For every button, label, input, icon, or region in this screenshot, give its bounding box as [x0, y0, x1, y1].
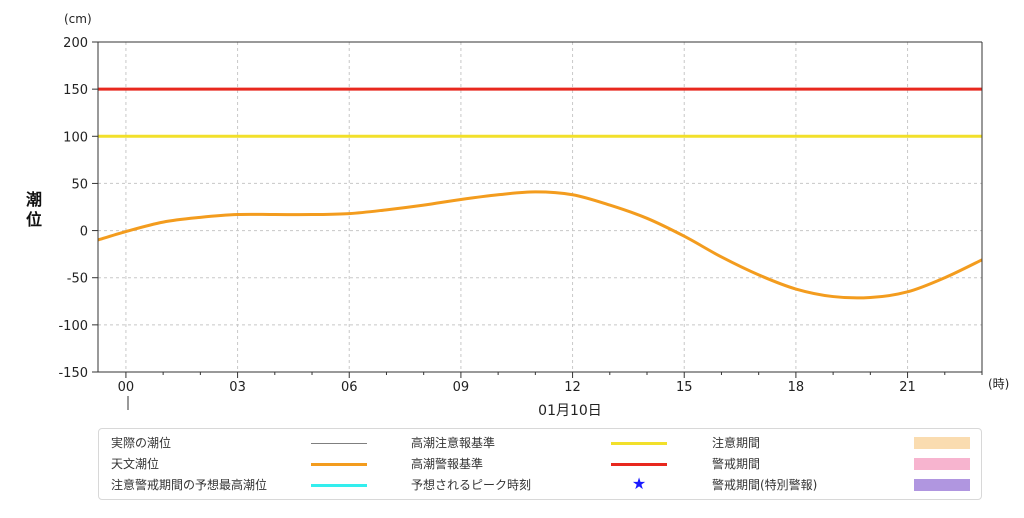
legend-label: 高潮注意報基準	[411, 436, 496, 450]
x-tick-label: 06	[341, 380, 358, 395]
reference-lines	[97, 87, 982, 138]
legend-item: 警戒期間(特別警報)	[99, 476, 981, 494]
legend-line-swatch	[311, 463, 367, 466]
legend-label: 注意期間	[712, 436, 761, 450]
legend-item: 実際の潮位	[99, 434, 981, 452]
x-tick-label: 18	[788, 380, 805, 395]
y-tick-label: -150	[58, 366, 88, 381]
legend-line-swatch	[311, 484, 367, 487]
y-tick-label: 50	[71, 177, 88, 192]
legend-label: 高潮警報基準	[411, 457, 484, 471]
x-unit-label: (時)	[988, 377, 1009, 391]
legend-item: 注意期間	[99, 434, 981, 452]
legend-box-swatch	[914, 437, 970, 449]
star-icon: ★	[631, 474, 647, 493]
legend-box-swatch	[914, 458, 970, 470]
legend-label: 注意警戒期間の予想最高潮位	[111, 478, 268, 492]
y-unit-label: (cm)	[64, 12, 92, 26]
legend-line-swatch	[611, 442, 667, 445]
legend-item: 予想されるピーク時刻 ★	[99, 474, 981, 494]
legend-line-swatch	[611, 463, 667, 466]
x-tick-label: 09	[453, 380, 470, 395]
x-tick-label: 00	[118, 380, 135, 395]
legend-box-swatch	[914, 479, 970, 491]
y-tick-label: 100	[63, 130, 88, 145]
x-tick-label: 21	[899, 380, 916, 395]
x-tick-label: 12	[564, 380, 581, 395]
legend-label: 実際の潮位	[111, 436, 172, 450]
x-tick-labels: 00 03 06 09 12 15 18 21	[118, 380, 916, 395]
y-tick-label: 0	[80, 225, 88, 240]
tide-chart: 200 150 100 50 0 -50 -100 -150 00 03 06 09 12 15 18 21…	[26, 12, 1009, 419]
astronomical-tide-line	[97, 190, 983, 300]
date-label: 01月10日	[538, 403, 602, 419]
legend-item: 高潮注意報基準	[99, 434, 981, 452]
legend-label: 予想されるピーク時刻	[411, 478, 532, 492]
legend-item: 天文潮位	[99, 455, 981, 473]
y-tick-labels: 200 150 100 50 0 -50 -100 -150	[58, 36, 88, 381]
axes	[92, 41, 983, 378]
grid	[98, 42, 982, 372]
legend-item: 注意警戒期間の予想最高潮位	[99, 476, 981, 494]
y-axis-label: 潮位	[26, 190, 42, 229]
y-tick-label: -100	[58, 319, 88, 334]
series-layer	[97, 190, 983, 300]
y-tick-label: 200	[63, 36, 88, 51]
legend-label: 警戒期間(特別警報)	[712, 478, 818, 492]
legend-label: 警戒期間	[712, 457, 761, 471]
y-tick-label: -50	[67, 272, 88, 287]
legend-item: 警戒期間	[99, 455, 981, 473]
x-tick-label: 15	[676, 380, 693, 395]
legend-item: 高潮警報基準	[99, 455, 981, 473]
legend-label: 天文潮位	[111, 457, 160, 471]
legend-line-swatch	[311, 443, 367, 444]
x-tick-label: 03	[229, 380, 246, 395]
legend: 実際の潮位 高潮注意報基準 注意期間天文潮位 高潮警報基準 警戒期間注意警戒期間の予想最…	[98, 428, 982, 500]
y-tick-label: 150	[63, 83, 88, 98]
